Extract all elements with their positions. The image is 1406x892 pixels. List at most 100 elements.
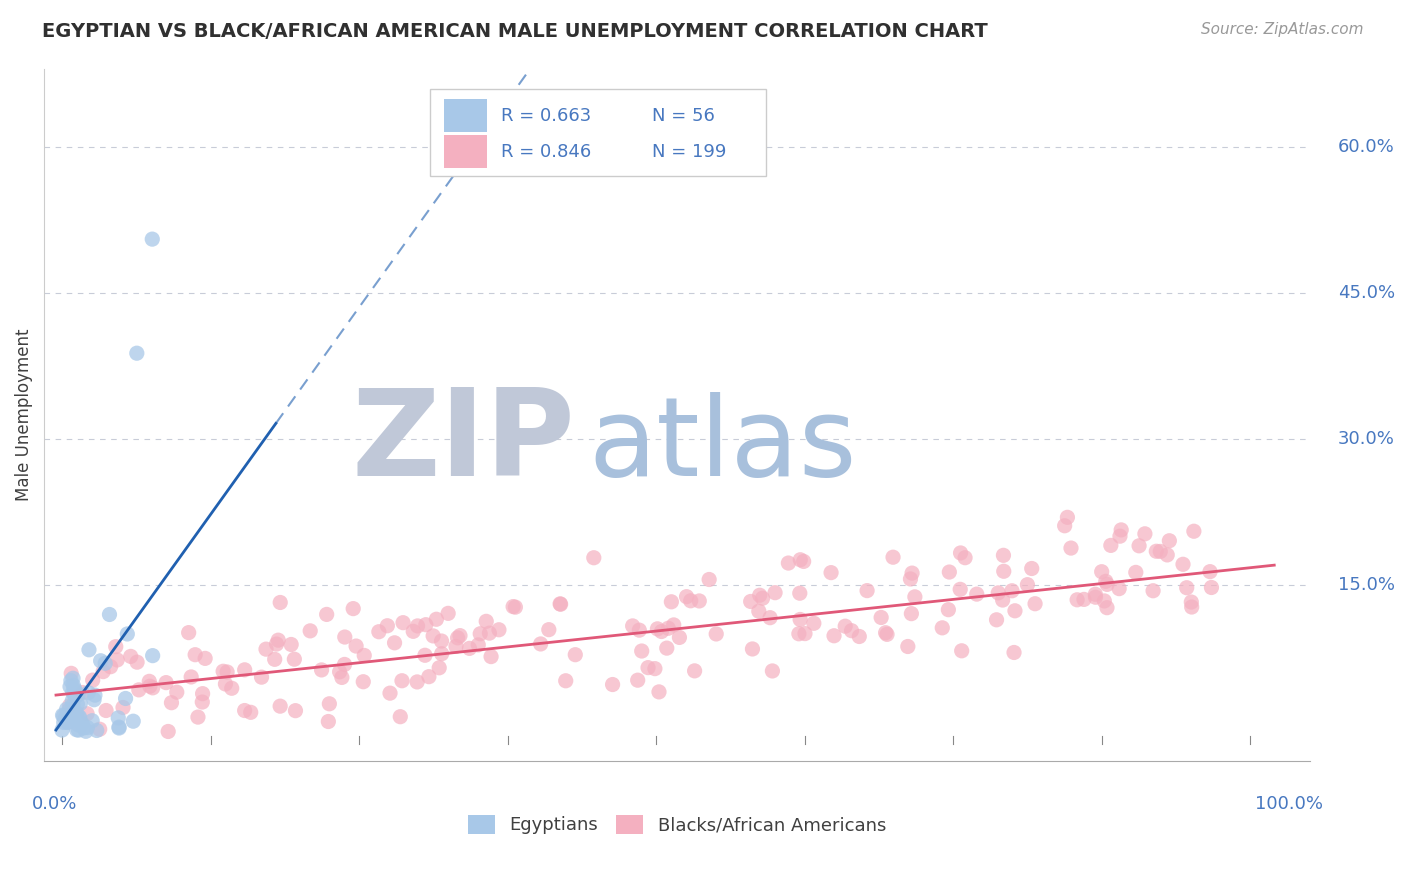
- Blacks/African Americans: [284, 704, 307, 718]
- Egyptians: [63, 682, 86, 697]
- Blacks/African Americans: [406, 619, 429, 633]
- Blacks/African Americans: [72, 685, 94, 699]
- Egyptians: [73, 721, 96, 735]
- Egyptians: [77, 642, 100, 657]
- Blacks/African Americans: [1073, 592, 1095, 607]
- Blacks/African Americans: [406, 674, 429, 689]
- Egyptians: [86, 723, 108, 738]
- Blacks/African Americans: [602, 677, 624, 691]
- Blacks/African Americans: [751, 591, 773, 606]
- Blacks/African Americans: [120, 649, 142, 664]
- Egyptians: [56, 715, 79, 730]
- Egyptians: [77, 686, 100, 700]
- Blacks/African Americans: [1180, 595, 1202, 609]
- Blacks/African Americans: [344, 639, 367, 653]
- Blacks/African Americans: [679, 594, 702, 608]
- Blacks/African Americans: [1108, 582, 1130, 596]
- Blacks/African Americans: [318, 714, 340, 729]
- Blacks/African Americans: [58, 698, 80, 713]
- Blacks/African Americans: [668, 631, 690, 645]
- Blacks/African Americans: [949, 582, 972, 597]
- Blacks/African Americans: [564, 648, 586, 662]
- Blacks/African Americans: [655, 641, 678, 656]
- Egyptians: [84, 688, 107, 702]
- Egyptians: [52, 715, 75, 730]
- Blacks/African Americans: [834, 619, 856, 633]
- Blacks/African Americans: [1021, 561, 1043, 575]
- Blacks/African Americans: [187, 710, 209, 724]
- Blacks/African Americans: [630, 644, 652, 658]
- Text: N = 199: N = 199: [652, 143, 725, 161]
- Blacks/African Americans: [233, 704, 256, 718]
- Blacks/African Americans: [657, 621, 679, 635]
- Blacks/African Americans: [413, 648, 436, 663]
- Blacks/African Americans: [793, 554, 815, 568]
- Blacks/African Americans: [470, 626, 492, 640]
- Blacks/African Americans: [628, 623, 651, 637]
- Egyptians: [66, 697, 89, 711]
- Blacks/African Americans: [882, 550, 904, 565]
- Egyptians: [114, 691, 136, 706]
- Egyptians: [69, 711, 91, 725]
- Text: 0.0%: 0.0%: [31, 796, 77, 814]
- Blacks/African Americans: [430, 647, 453, 661]
- Egyptians: [67, 723, 90, 738]
- Blacks/African Americans: [856, 583, 879, 598]
- Blacks/African Americans: [430, 634, 453, 648]
- Blacks/African Americans: [704, 627, 727, 641]
- Blacks/African Americans: [1060, 541, 1083, 555]
- Blacks/African Americans: [1175, 581, 1198, 595]
- Blacks/African Americans: [142, 681, 165, 695]
- Blacks/African Americans: [789, 612, 811, 626]
- Blacks/African Americans: [402, 624, 425, 639]
- Text: R = 0.846: R = 0.846: [501, 143, 592, 161]
- Egyptians: [125, 346, 148, 360]
- Blacks/African Americans: [425, 612, 447, 626]
- Blacks/African Americans: [128, 682, 150, 697]
- Blacks/African Americans: [479, 649, 502, 664]
- Blacks/African Americans: [688, 594, 710, 608]
- Blacks/African Americans: [1092, 594, 1115, 608]
- Blacks/African Americans: [94, 704, 117, 718]
- Blacks/African Americans: [621, 619, 644, 633]
- Blacks/African Americans: [1149, 544, 1171, 558]
- Blacks/African Americans: [1171, 558, 1194, 572]
- Blacks/African Americans: [446, 631, 468, 645]
- Blacks/African Americans: [100, 659, 122, 673]
- Blacks/African Americans: [1109, 523, 1132, 537]
- Blacks/African Americans: [112, 700, 135, 714]
- Blacks/African Americans: [953, 550, 976, 565]
- Blacks/African Americans: [1159, 533, 1181, 548]
- Blacks/African Americans: [437, 607, 460, 621]
- Blacks/African Americans: [761, 664, 783, 678]
- Egyptians: [62, 698, 84, 713]
- Blacks/African Americans: [488, 623, 510, 637]
- Blacks/African Americans: [650, 624, 672, 639]
- Blacks/African Americans: [478, 626, 501, 640]
- Blacks/African Americans: [391, 673, 413, 688]
- Blacks/African Americans: [217, 665, 239, 679]
- Egyptians: [107, 711, 129, 725]
- Blacks/African Americans: [683, 664, 706, 678]
- Egyptians: [66, 688, 89, 702]
- Text: 15.0%: 15.0%: [1337, 576, 1395, 594]
- Egyptians: [94, 657, 117, 671]
- Blacks/African Americans: [280, 638, 302, 652]
- Blacks/African Americans: [1128, 539, 1150, 553]
- Egyptians: [53, 711, 76, 725]
- Text: Source: ZipAtlas.com: Source: ZipAtlas.com: [1201, 22, 1364, 37]
- Blacks/African Americans: [938, 565, 960, 579]
- Egyptians: [62, 671, 84, 685]
- Blacks/African Americans: [389, 709, 412, 723]
- Blacks/African Americans: [392, 615, 415, 630]
- Blacks/African Americans: [627, 673, 650, 688]
- Egyptians: [63, 683, 86, 698]
- Blacks/African Americans: [897, 640, 920, 654]
- Blacks/African Americans: [157, 724, 180, 739]
- Blacks/African Americans: [502, 599, 524, 614]
- Blacks/African Americans: [329, 665, 352, 679]
- Blacks/African Americans: [233, 663, 256, 677]
- Blacks/African Americans: [76, 706, 98, 721]
- Blacks/African Americans: [475, 615, 498, 629]
- Blacks/African Americans: [82, 673, 104, 687]
